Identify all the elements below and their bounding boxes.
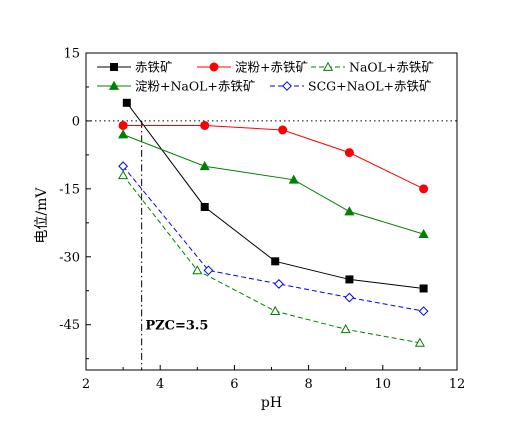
pzc-annotation: PZC=3.5 <box>145 319 208 334</box>
x-tick-label: 8 <box>304 377 312 392</box>
series-line <box>123 124 424 190</box>
legend-label: 赤铁矿 <box>135 60 173 75</box>
series-line <box>122 134 424 235</box>
x-tick-label: 10 <box>375 377 392 392</box>
legend-entry: SCG+NaOL+赤铁矿 <box>270 79 432 94</box>
x-tick-label: 6 <box>230 377 238 392</box>
reference-lines <box>86 120 457 370</box>
legend-marker <box>282 81 292 91</box>
data-point <box>344 148 354 158</box>
data-point <box>271 257 280 266</box>
data-point <box>200 202 209 211</box>
legend-marker <box>209 62 219 72</box>
data-point <box>203 265 214 276</box>
y-tick-label: -30 <box>59 250 80 265</box>
x-tick-label: 4 <box>156 377 164 392</box>
x-tick-label: 12 <box>449 377 466 392</box>
data-point <box>270 305 281 315</box>
series-1 <box>118 120 429 194</box>
legend-label: 淀粉+NaOL+赤铁矿 <box>135 79 255 94</box>
data-point <box>418 228 429 239</box>
series-4 <box>118 161 429 317</box>
series-line <box>122 165 424 312</box>
data-point <box>199 160 210 171</box>
data-point <box>419 184 429 194</box>
y-axis-label: 电位/mV <box>34 187 50 244</box>
data-point <box>288 174 299 184</box>
data-point <box>274 279 284 289</box>
data-point <box>278 125 288 135</box>
legend-entry: NaOL+赤铁矿 <box>311 60 434 75</box>
data-point <box>118 170 129 180</box>
x-tick-label: 2 <box>82 377 90 392</box>
legend-marker <box>322 61 334 71</box>
legend-label: 淀粉+赤铁矿 <box>235 60 308 75</box>
series-layer <box>118 98 429 347</box>
legend-label: SCG+NaOL+赤铁矿 <box>308 79 432 94</box>
y-tick-label: -45 <box>59 318 80 333</box>
legend-entry: 淀粉+NaOL+赤铁矿 <box>97 79 255 94</box>
data-point <box>118 161 129 172</box>
data-point <box>340 324 351 334</box>
data-point <box>418 306 429 317</box>
data-point <box>192 265 203 275</box>
series-2 <box>118 170 425 347</box>
axis-ticks: 2 4 6 8 10 12 15 0 -15 -30 -45 <box>59 47 465 393</box>
y-tick-label: 0 <box>72 114 80 129</box>
data-point <box>200 120 210 130</box>
series-0 <box>122 98 428 293</box>
legend-label: NaOL+赤铁矿 <box>349 60 434 75</box>
data-point <box>419 284 428 293</box>
legend-entry: 淀粉+赤铁矿 <box>197 60 308 75</box>
x-axis-label: pH <box>261 395 282 411</box>
data-point <box>118 120 128 130</box>
data-point <box>122 98 131 107</box>
legend-marker <box>108 80 120 90</box>
legend-entry: 赤铁矿 <box>97 60 173 75</box>
data-point <box>344 292 355 303</box>
legend-marker <box>110 63 118 71</box>
series-3 <box>118 129 429 239</box>
data-point <box>414 337 425 347</box>
y-tick-label: -15 <box>59 182 80 197</box>
data-point <box>118 129 129 139</box>
data-point <box>344 206 355 216</box>
y-tick-label: 15 <box>63 47 80 62</box>
data-point <box>345 275 354 284</box>
